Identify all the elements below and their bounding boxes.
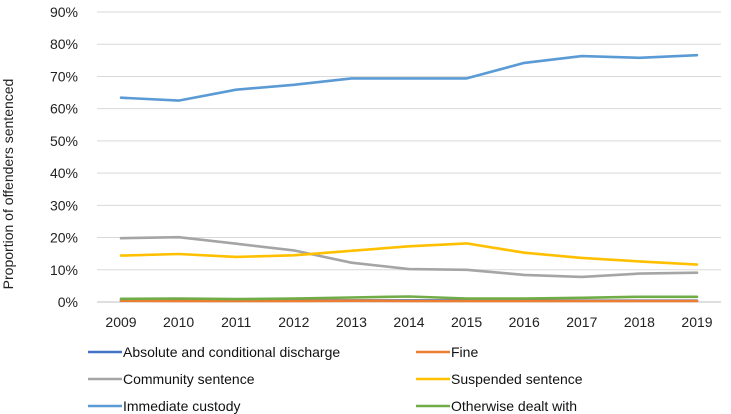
- y-tick-label: 70%: [50, 68, 78, 84]
- x-tick-label: 2011: [221, 314, 251, 330]
- series-line: [119, 295, 699, 301]
- legend: Absolute and conditional discharge Fine Co…: [88, 344, 583, 414]
- legend-label: Absolute and conditional discharge: [123, 344, 340, 360]
- series-lines: [119, 53, 699, 303]
- legend-label: Suspended sentence: [451, 371, 583, 387]
- legend-label: Otherwise dealt with: [451, 398, 577, 414]
- y-tick-label: 0%: [58, 294, 78, 310]
- x-tick-label: 2013: [336, 314, 367, 330]
- x-tick-label: 2019: [681, 314, 712, 330]
- y-tick-label: 20%: [50, 230, 78, 246]
- series-line: [119, 242, 699, 266]
- x-axis-ticks: 2009 2010 2011 2012 2013 2014 2015 2016 2017 2018…: [105, 314, 712, 330]
- legend-label: Immediate custody: [123, 398, 241, 414]
- y-tick-label: 50%: [50, 133, 78, 149]
- x-tick-label: 2012: [278, 314, 309, 330]
- gridlines: [97, 11, 721, 303]
- series-line: [119, 235, 699, 279]
- x-tick-label: 2009: [105, 314, 136, 330]
- y-axis-ticks: 0% 10% 20% 30% 40% 50% 60% 70% 80% 90%: [50, 4, 78, 310]
- series-line: [119, 53, 699, 102]
- x-tick-label: 2017: [566, 314, 597, 330]
- legend-label: Community sentence: [123, 371, 255, 387]
- y-tick-label: 30%: [50, 197, 78, 213]
- x-tick-label: 2016: [509, 314, 540, 330]
- y-axis-label: Proportion of offenders sentenced: [0, 79, 16, 290]
- y-tick-label: 60%: [50, 101, 78, 117]
- y-tick-label: 90%: [50, 4, 78, 20]
- x-tick-label: 2018: [624, 314, 655, 330]
- y-tick-label: 80%: [50, 36, 78, 52]
- y-tick-label: 10%: [50, 262, 78, 278]
- x-tick-label: 2010: [163, 314, 194, 330]
- y-tick-label: 40%: [50, 165, 78, 181]
- x-tick-label: 2015: [451, 314, 482, 330]
- legend-label: Fine: [451, 344, 478, 360]
- x-tick-label: 2014: [393, 314, 424, 330]
